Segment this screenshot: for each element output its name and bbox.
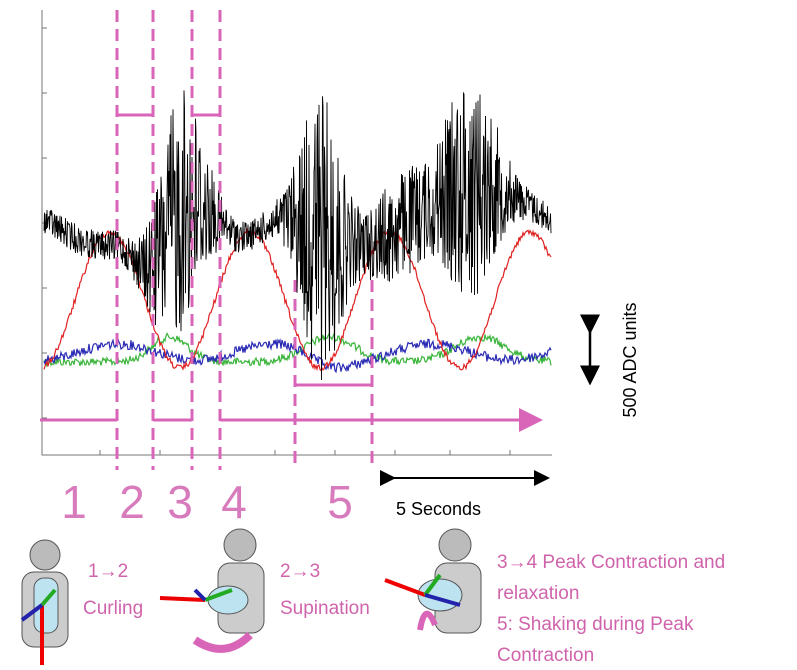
phase-labels: 1 2 3 4 5 [61, 476, 353, 528]
caption-line: relaxation [497, 583, 579, 604]
phase-label: 2 [119, 476, 145, 528]
pose-icons [20, 528, 482, 665]
caption-label: Curling [83, 598, 143, 619]
plot [41, 10, 552, 456]
caption-line: Contraction [497, 645, 594, 666]
green-trace [43, 331, 552, 368]
caption-step: 2→3 [280, 561, 320, 582]
black-trace [43, 90, 552, 381]
caption-line: 5: Shaking during Peak [497, 614, 694, 635]
phase-label: 1 [61, 476, 87, 528]
amplitude-label: 500 ADC units [620, 302, 640, 417]
phase-levels [117, 113, 372, 387]
phase-markers [40, 10, 540, 470]
caption-step: 1→2 [88, 561, 128, 582]
time-label: 5 Seconds [396, 499, 481, 519]
caption-label: Supination [280, 598, 370, 619]
captions: 1→2 Curling 2→3 Supination 3→4 Peak Cont… [83, 552, 725, 666]
caption-line: 3→4 Peak Contraction and [497, 552, 725, 573]
phase-label: 5 [327, 476, 353, 528]
blue-trace [43, 338, 552, 374]
phase-label: 4 [221, 476, 247, 528]
phase-label: 3 [167, 476, 193, 528]
phase-boundaries [115, 10, 374, 470]
